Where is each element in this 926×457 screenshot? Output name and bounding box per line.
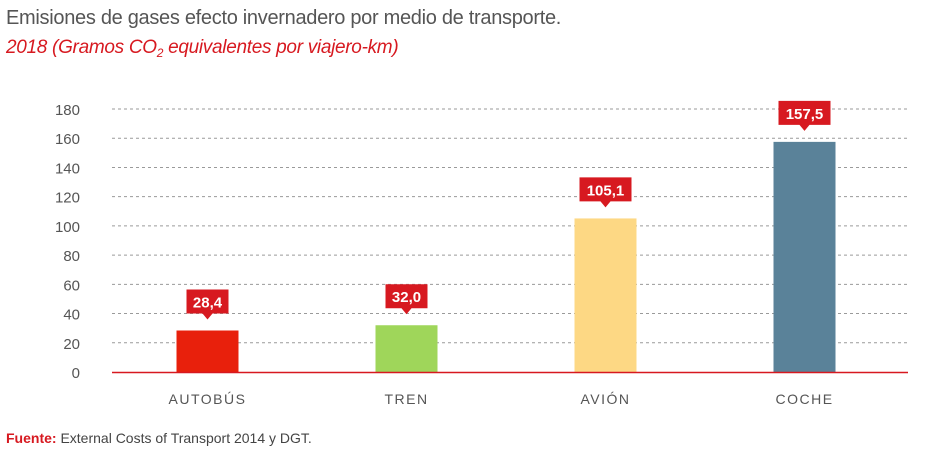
bar — [375, 325, 438, 372]
y-tick-label: 0 — [72, 365, 80, 382]
y-tick-label: 160 — [55, 131, 80, 148]
x-tick-label: AUTOBÚS — [169, 391, 247, 407]
y-tick-label: 140 — [55, 160, 80, 177]
y-tick-label: 40 — [63, 307, 80, 324]
subtitle-subscript: 2 — [156, 46, 164, 60]
bar — [773, 141, 836, 372]
y-tick-label: 120 — [55, 190, 80, 207]
x-tick-label: AVIÓN — [580, 391, 630, 407]
x-tick-label: COCHE — [775, 391, 833, 407]
data-label: 28,4 — [193, 295, 223, 312]
source-text: External Costs of Transport 2014 y DGT. — [56, 430, 312, 446]
source-note: Fuente: External Costs of Transport 2014… — [6, 430, 312, 446]
subtitle-suffix: equivalentes por viajero-km) — [163, 37, 399, 58]
bar — [176, 330, 239, 372]
data-label: 157,5 — [786, 106, 824, 123]
value-callout — [579, 177, 632, 208]
value-callout — [385, 284, 428, 315]
value-callout — [186, 289, 229, 320]
data-label: 105,1 — [587, 182, 625, 199]
chart-subtitle: 2018 (Gramos CO2 equivalentes por viajer… — [6, 37, 399, 60]
y-tick-label: 100 — [55, 219, 80, 236]
chart-title: Emisiones de gases efecto invernadero po… — [6, 7, 562, 29]
y-tick-label: 80 — [63, 248, 80, 265]
bar — [574, 218, 637, 372]
value-callout — [778, 100, 831, 131]
data-label: 32,0 — [392, 289, 421, 306]
y-tick-label: 60 — [63, 277, 80, 294]
y-tick-label: 180 — [55, 102, 80, 119]
source-label: Fuente: — [6, 430, 57, 446]
subtitle-prefix: 2018 (Gramos CO — [6, 37, 157, 58]
x-tick-label: TREN — [384, 391, 428, 407]
y-tick-label: 20 — [63, 336, 80, 353]
